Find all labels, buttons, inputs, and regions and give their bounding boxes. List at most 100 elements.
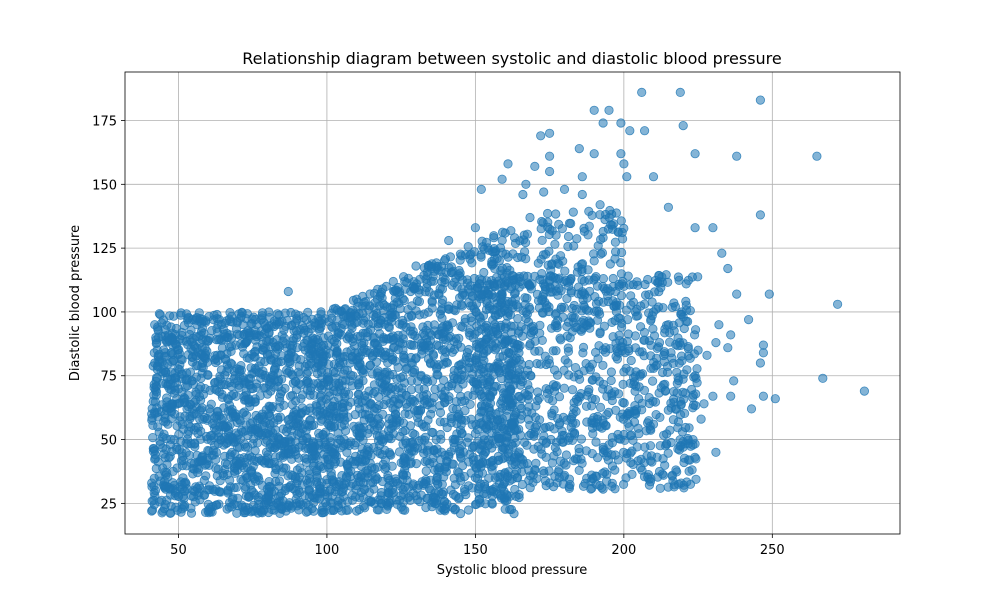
data-point: [543, 217, 553, 227]
data-point: [265, 481, 275, 492]
data-point: [471, 299, 482, 309]
data-point: [434, 341, 444, 351]
data-point: [547, 458, 558, 468]
data-point: [187, 357, 198, 367]
data-point: [230, 366, 240, 377]
data-point: [573, 396, 583, 406]
data-point: [470, 499, 481, 510]
data-point: [609, 301, 619, 311]
data-point: [658, 303, 668, 313]
data-point: [429, 290, 439, 300]
data-point: [293, 453, 304, 463]
data-point: [390, 409, 401, 420]
data-point: [509, 339, 520, 349]
data-point: [515, 414, 526, 424]
data-point: [473, 326, 483, 336]
data-point: [404, 449, 414, 459]
data-point: [196, 405, 206, 415]
data-point: [687, 465, 697, 475]
data-point: [618, 379, 628, 389]
data-point: [509, 233, 520, 243]
data-point: [236, 474, 246, 485]
data-point: [214, 499, 224, 509]
data-point: [313, 378, 323, 388]
data-point: [607, 478, 617, 488]
data-point: [262, 336, 272, 346]
data-point: [538, 279, 549, 289]
data-point: [637, 87, 647, 98]
data-point: [246, 396, 256, 407]
data-point: [446, 418, 456, 428]
data-point: [640, 279, 650, 290]
data-point: [622, 449, 632, 459]
data-point: [388, 477, 398, 488]
data-point: [662, 361, 673, 371]
data-point: [511, 491, 521, 501]
data-point: [393, 344, 403, 355]
data-point: [625, 409, 635, 419]
data-point: [726, 391, 736, 401]
data-point: [151, 373, 162, 383]
data-point: [673, 272, 684, 282]
data-point: [577, 172, 587, 182]
data-point: [396, 491, 406, 501]
data-point: [183, 340, 193, 350]
data-point: [648, 419, 659, 429]
data-point: [332, 346, 342, 356]
data-point: [534, 415, 545, 425]
data-point: [595, 200, 605, 210]
data-point: [222, 459, 232, 470]
data-point: [616, 118, 626, 128]
data-point: [378, 383, 388, 393]
data-point: [358, 376, 368, 386]
data-point: [630, 386, 640, 396]
data-point: [726, 330, 736, 340]
data-point: [170, 491, 180, 501]
data-point: [621, 305, 632, 315]
data-point: [366, 496, 377, 506]
data-point: [421, 502, 431, 513]
data-point: [563, 317, 574, 327]
data-point: [389, 286, 399, 296]
data-point: [630, 331, 641, 341]
data-point: [388, 369, 398, 380]
data-point: [579, 300, 589, 310]
x-axis-label: Systolic blood pressure: [437, 563, 588, 578]
data-point: [247, 314, 257, 324]
data-point: [648, 324, 658, 334]
data-point: [576, 388, 586, 399]
data-point: [415, 392, 425, 403]
data-point: [437, 323, 447, 333]
data-point: [456, 359, 467, 369]
data-point: [232, 318, 242, 328]
data-point: [254, 361, 264, 371]
data-point: [396, 502, 406, 512]
data-point: [619, 159, 629, 169]
data-point: [333, 329, 343, 339]
data-point: [606, 367, 617, 377]
y-tick-label: 175: [92, 114, 117, 129]
data-point: [679, 457, 689, 468]
data-point: [466, 316, 477, 326]
data-point: [653, 277, 663, 287]
data-point: [588, 429, 598, 439]
data-point: [516, 252, 527, 262]
data-point: [418, 322, 428, 332]
data-point: [618, 414, 629, 424]
data-point: [587, 416, 597, 426]
data-point: [388, 396, 398, 406]
data-point: [661, 429, 672, 439]
data-point: [395, 373, 406, 383]
data-point: [412, 376, 423, 386]
data-point: [555, 456, 566, 466]
data-point: [522, 407, 532, 417]
data-point: [542, 208, 553, 219]
data-point: [438, 487, 448, 497]
data-point: [411, 354, 421, 364]
data-point: [252, 438, 262, 448]
data-point: [342, 460, 352, 470]
data-point: [538, 292, 548, 302]
data-point: [660, 386, 671, 396]
data-point: [296, 380, 306, 390]
